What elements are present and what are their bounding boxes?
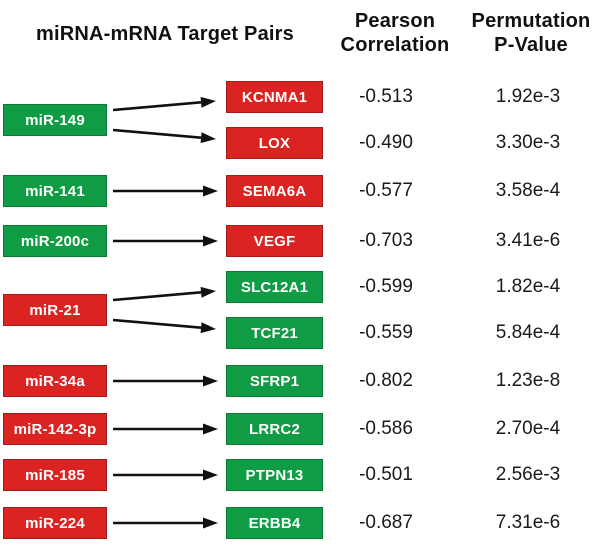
gene-box-KCNMA1: KCNMA1 bbox=[226, 81, 323, 113]
mirna-box-miR-200c: miR-200c bbox=[3, 225, 107, 257]
targeting-arrow-icon bbox=[112, 318, 216, 334]
targeting-arrow-icon bbox=[113, 185, 218, 197]
gene-box-TCF21: TCF21 bbox=[226, 317, 323, 349]
gene-box-LOX: LOX bbox=[226, 127, 323, 159]
pvalue-value-VEGF: 3.41e-6 bbox=[495, 230, 561, 251]
header-line-correlation: Correlation bbox=[340, 34, 450, 56]
mirna-box-miR-21: miR-21 bbox=[3, 294, 107, 326]
targeting-arrow-icon bbox=[113, 469, 218, 481]
targeting-arrow-icon bbox=[112, 96, 216, 112]
pvalue-value-KCNMA1: 1.92e-3 bbox=[495, 86, 561, 107]
correlation-value-LOX: -0.490 bbox=[359, 132, 413, 153]
correlation-value-LRRC2: -0.586 bbox=[359, 418, 413, 439]
correlation-value-SLC12A1: -0.599 bbox=[359, 276, 413, 297]
correlation-value-VEGF: -0.703 bbox=[359, 230, 413, 251]
gene-box-ERBB4: ERBB4 bbox=[226, 507, 323, 539]
pvalue-value-ERBB4: 7.31e-6 bbox=[495, 512, 561, 533]
correlation-value-ERBB4: -0.687 bbox=[359, 512, 413, 533]
column-header-target-pairs: miRNA-mRNA Target Pairs bbox=[36, 23, 294, 45]
mirna-box-miR-149: miR-149 bbox=[3, 104, 107, 136]
targeting-arrow-icon bbox=[112, 128, 216, 144]
mirna-box-miR-34a: miR-34a bbox=[3, 365, 107, 397]
gene-box-LRRC2: LRRC2 bbox=[226, 413, 323, 445]
pvalue-value-SLC12A1: 1.82e-4 bbox=[495, 276, 561, 297]
gene-box-SFRP1: SFRP1 bbox=[226, 365, 323, 397]
column-header-pearson-correlation: Pearson Correlation bbox=[328, 9, 462, 57]
pvalue-value-LOX: 3.30e-3 bbox=[495, 132, 561, 153]
pvalue-value-PTPN13: 2.56e-3 bbox=[495, 464, 561, 485]
targeting-arrow-icon bbox=[113, 423, 218, 435]
pvalue-value-LRRC2: 2.70e-4 bbox=[495, 418, 561, 439]
header-line-pvalue: P-Value bbox=[494, 34, 568, 56]
header-line-permutation: Permutation bbox=[471, 10, 591, 32]
correlation-value-KCNMA1: -0.513 bbox=[359, 86, 413, 107]
targeting-arrow-icon bbox=[113, 235, 218, 247]
mirna-box-miR-142-3p: miR-142-3p bbox=[3, 413, 107, 445]
pvalue-value-TCF21: 5.84e-4 bbox=[495, 322, 561, 343]
mirna-box-miR-141: miR-141 bbox=[3, 175, 107, 207]
header-line-pearson: Pearson bbox=[354, 10, 436, 32]
mirna-box-miR-224: miR-224 bbox=[3, 507, 107, 539]
column-header-permutation-pvalue: Permutation P-Value bbox=[462, 9, 600, 57]
targeting-arrow-icon bbox=[112, 286, 216, 302]
mirna-box-miR-185: miR-185 bbox=[3, 459, 107, 491]
gene-box-VEGF: VEGF bbox=[226, 225, 323, 257]
pvalue-value-SEMA6A: 3.58e-4 bbox=[495, 180, 561, 201]
correlation-value-SFRP1: -0.802 bbox=[359, 370, 413, 391]
gene-box-PTPN13: PTPN13 bbox=[226, 459, 323, 491]
targeting-arrow-icon bbox=[113, 517, 218, 529]
gene-box-SEMA6A: SEMA6A bbox=[226, 175, 323, 207]
correlation-value-PTPN13: -0.501 bbox=[359, 464, 413, 485]
correlation-value-SEMA6A: -0.577 bbox=[359, 180, 413, 201]
pvalue-value-SFRP1: 1.23e-8 bbox=[495, 370, 561, 391]
targeting-arrow-icon bbox=[113, 375, 218, 387]
gene-box-SLC12A1: SLC12A1 bbox=[226, 271, 323, 303]
correlation-value-TCF21: -0.559 bbox=[359, 322, 413, 343]
